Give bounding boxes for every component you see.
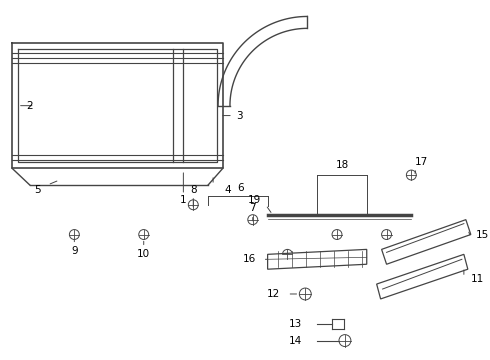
Text: 3: 3 — [237, 111, 243, 121]
Text: 19: 19 — [247, 195, 261, 205]
Polygon shape — [377, 254, 468, 299]
Text: 18: 18 — [335, 160, 348, 170]
Text: 14: 14 — [289, 336, 302, 346]
Text: 8: 8 — [190, 185, 196, 195]
Polygon shape — [382, 220, 471, 264]
Text: 10: 10 — [137, 249, 150, 259]
Text: 16: 16 — [243, 254, 256, 264]
Text: 6: 6 — [238, 183, 244, 193]
Text: 1: 1 — [180, 195, 187, 205]
Text: 2: 2 — [26, 101, 33, 111]
Text: 7: 7 — [249, 203, 256, 213]
Text: 4: 4 — [224, 185, 231, 195]
Text: 5: 5 — [34, 185, 41, 195]
Text: 15: 15 — [476, 230, 489, 239]
Text: 13: 13 — [289, 319, 302, 329]
Text: 9: 9 — [71, 246, 77, 256]
Text: 11: 11 — [471, 274, 484, 284]
Polygon shape — [268, 249, 367, 269]
Text: 12: 12 — [267, 289, 280, 299]
Text: 17: 17 — [415, 157, 428, 167]
